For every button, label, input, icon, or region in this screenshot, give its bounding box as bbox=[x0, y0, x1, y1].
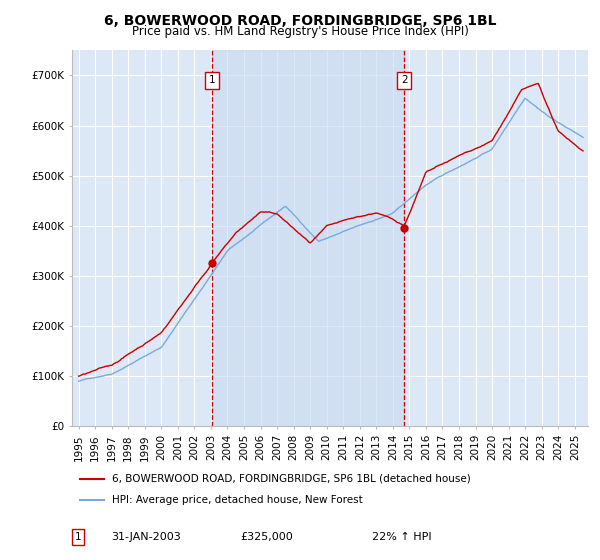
Text: 6, BOWERWOOD ROAD, FORDINGBRIDGE, SP6 1BL (detached house): 6, BOWERWOOD ROAD, FORDINGBRIDGE, SP6 1B… bbox=[112, 474, 471, 484]
Text: HPI: Average price, detached house, New Forest: HPI: Average price, detached house, New … bbox=[112, 495, 363, 505]
Text: 1: 1 bbox=[74, 532, 82, 542]
Text: £325,000: £325,000 bbox=[240, 532, 293, 542]
Text: 22% ↑ HPI: 22% ↑ HPI bbox=[372, 532, 431, 542]
Text: 31-JAN-2003: 31-JAN-2003 bbox=[111, 532, 181, 542]
Text: 6, BOWERWOOD ROAD, FORDINGBRIDGE, SP6 1BL: 6, BOWERWOOD ROAD, FORDINGBRIDGE, SP6 1B… bbox=[104, 14, 496, 28]
Text: Price paid vs. HM Land Registry's House Price Index (HPI): Price paid vs. HM Land Registry's House … bbox=[131, 25, 469, 38]
Bar bbox=[212, 50, 404, 426]
Text: 1: 1 bbox=[209, 76, 215, 86]
Text: 2: 2 bbox=[401, 76, 407, 86]
